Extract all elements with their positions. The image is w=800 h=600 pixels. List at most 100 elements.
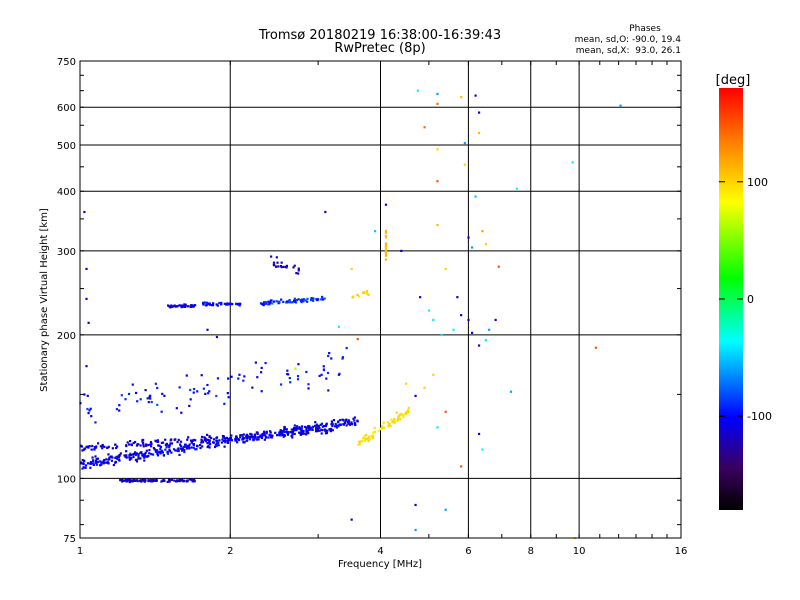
data-point xyxy=(314,429,318,432)
data-point xyxy=(463,163,466,166)
data-point xyxy=(280,266,283,269)
data-point xyxy=(288,376,291,380)
data-point xyxy=(312,297,315,300)
data-point xyxy=(474,195,477,198)
data-point xyxy=(384,243,388,246)
data-point xyxy=(180,478,183,482)
data-point xyxy=(226,439,229,442)
data-point xyxy=(160,410,163,413)
data-point xyxy=(291,436,294,439)
data-point xyxy=(331,429,334,432)
data-point xyxy=(331,423,334,426)
data-point xyxy=(128,439,132,443)
data-point xyxy=(223,302,226,305)
data-point xyxy=(235,435,238,438)
data-point xyxy=(160,450,163,453)
data-point xyxy=(444,410,447,413)
data-point xyxy=(269,434,272,437)
data-point xyxy=(148,448,151,452)
data-point xyxy=(128,458,131,461)
data-point xyxy=(261,432,265,436)
data-point xyxy=(216,440,219,443)
data-point xyxy=(133,440,137,444)
x-tick-label: 2 xyxy=(227,546,233,557)
data-point xyxy=(245,434,248,437)
data-point xyxy=(282,300,285,304)
data-point xyxy=(186,438,189,441)
data-point xyxy=(184,443,187,446)
data-point xyxy=(181,447,184,450)
data-point xyxy=(374,230,377,233)
data-point xyxy=(154,382,157,385)
data-point xyxy=(399,412,402,416)
data-point xyxy=(106,446,109,449)
data-point xyxy=(223,445,226,448)
data-point xyxy=(302,298,306,301)
data-point xyxy=(156,452,159,455)
data-point xyxy=(127,479,130,482)
data-point xyxy=(306,297,309,300)
data-point xyxy=(115,408,118,411)
data-point xyxy=(324,429,327,432)
data-point xyxy=(326,429,329,432)
data-point xyxy=(301,432,304,435)
data-point xyxy=(144,479,147,482)
data-point xyxy=(347,422,350,425)
data-point xyxy=(389,424,392,428)
data-point xyxy=(279,430,282,433)
data-point xyxy=(125,444,128,448)
data-point xyxy=(161,451,164,454)
data-point xyxy=(279,383,283,386)
data-point xyxy=(286,369,289,372)
data-point xyxy=(367,293,370,296)
data-point xyxy=(327,389,330,392)
data-point xyxy=(289,381,292,384)
data-point xyxy=(98,464,102,467)
data-point xyxy=(89,466,92,469)
data-point xyxy=(184,304,187,307)
data-point xyxy=(488,328,491,331)
data-point xyxy=(125,478,128,481)
data-point xyxy=(390,418,393,421)
data-point xyxy=(353,416,356,419)
data-point xyxy=(84,447,87,450)
data-point xyxy=(286,372,289,376)
data-point xyxy=(278,432,281,436)
data-point xyxy=(296,425,299,428)
data-point xyxy=(225,303,228,306)
data-point xyxy=(294,427,297,430)
data-point xyxy=(321,298,325,301)
data-point xyxy=(256,431,259,434)
data-point xyxy=(283,433,286,437)
data-point xyxy=(341,357,344,360)
data-point xyxy=(208,446,211,449)
data-point xyxy=(477,131,481,135)
data-point xyxy=(407,410,410,413)
data-point xyxy=(242,379,245,382)
data-point xyxy=(619,104,622,107)
data-point xyxy=(201,445,204,448)
data-point xyxy=(293,424,296,427)
stats-o-line: mean, sd,O: -90.0, 19.4 xyxy=(575,35,682,45)
data-point xyxy=(460,96,463,99)
y-axis-label: Stationary phase Virtual Height [km] xyxy=(39,208,50,392)
data-point xyxy=(259,371,263,374)
data-point xyxy=(396,418,400,421)
data-point xyxy=(398,414,401,417)
data-point xyxy=(305,427,308,430)
data-point xyxy=(118,404,121,407)
data-point xyxy=(256,376,259,379)
data-point xyxy=(200,435,204,439)
data-point xyxy=(245,435,248,438)
data-point xyxy=(97,442,100,445)
data-point xyxy=(190,478,193,482)
data-point xyxy=(290,428,293,431)
y-axis: 75 100 200 300 400 500 600 750 xyxy=(57,57,681,545)
data-point xyxy=(384,253,388,256)
data-point xyxy=(187,436,190,439)
data-point xyxy=(397,415,400,418)
data-point xyxy=(358,440,361,443)
data-point xyxy=(384,251,388,254)
data-point xyxy=(291,432,294,435)
data-point xyxy=(161,479,164,482)
